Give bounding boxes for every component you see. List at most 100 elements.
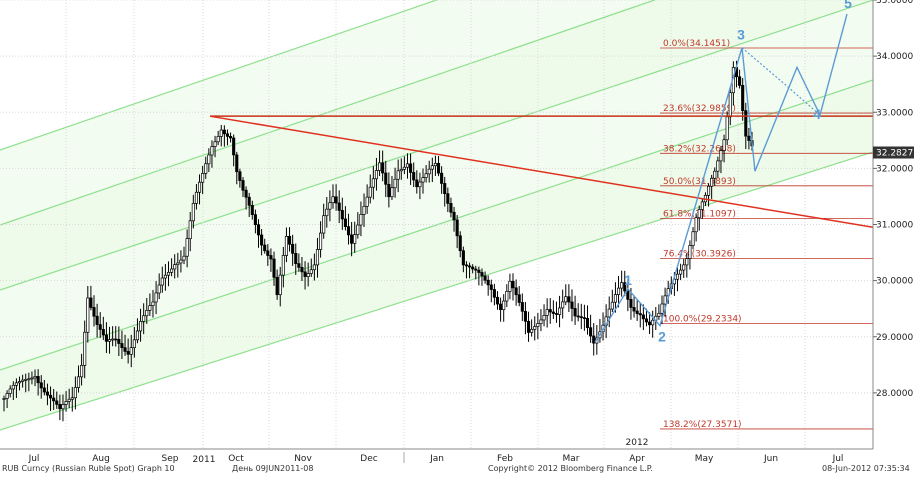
candle-body bbox=[300, 267, 304, 273]
last-price-label: 32.2827 bbox=[876, 149, 913, 159]
candle-body bbox=[477, 269, 481, 273]
candle-body bbox=[132, 339, 136, 349]
candle-body bbox=[95, 315, 99, 325]
fib-label: 138.2%(27.3571) bbox=[663, 420, 742, 430]
candle-body bbox=[716, 160, 720, 172]
candle-body bbox=[685, 258, 689, 266]
candle-body bbox=[331, 196, 335, 204]
candle-body bbox=[213, 141, 217, 147]
candle-body bbox=[719, 150, 723, 162]
candle-body bbox=[36, 376, 40, 384]
candle-body bbox=[436, 163, 441, 174]
candle-body bbox=[638, 313, 642, 316]
candle-body bbox=[402, 166, 406, 170]
candle-body bbox=[49, 394, 53, 399]
candle-body bbox=[418, 181, 422, 188]
candle-body bbox=[350, 234, 354, 244]
candlesticks bbox=[2, 60, 754, 422]
candle-body bbox=[464, 264, 469, 267]
candle-body bbox=[315, 249, 320, 266]
candle-body bbox=[263, 244, 267, 252]
footer-timestamp: 08-Jun-2012 07:35:34 bbox=[822, 464, 910, 473]
candle-body bbox=[688, 245, 692, 259]
candle-body bbox=[632, 307, 636, 312]
candle-body bbox=[539, 319, 543, 324]
channel-below bbox=[0, 152, 873, 449]
candle-body bbox=[536, 323, 540, 327]
candle-body bbox=[725, 116, 729, 141]
candle-body bbox=[567, 296, 571, 303]
y-tick-label: 32.0000 bbox=[876, 164, 913, 174]
candle-body bbox=[421, 177, 425, 183]
candle-body bbox=[17, 381, 22, 384]
x-month-label: Apr bbox=[629, 454, 645, 464]
candle-body bbox=[241, 180, 245, 191]
candle-body bbox=[576, 315, 580, 318]
candle-body bbox=[495, 296, 500, 305]
wave-label: 4 bbox=[813, 106, 821, 122]
candle-body bbox=[179, 259, 183, 264]
x-month-label: May bbox=[695, 454, 714, 464]
candle-body bbox=[635, 310, 639, 314]
candle-body bbox=[114, 338, 118, 341]
candle-body bbox=[86, 297, 90, 333]
y-tick-label: 30.0000 bbox=[876, 277, 913, 287]
candle-body bbox=[235, 154, 239, 173]
candle-body bbox=[489, 284, 493, 290]
candle-body bbox=[589, 327, 593, 337]
candle-body bbox=[728, 92, 732, 118]
candle-body bbox=[592, 335, 596, 344]
candle-body bbox=[610, 301, 614, 310]
candle-body bbox=[182, 255, 186, 261]
candle-body bbox=[613, 294, 617, 303]
candle-body bbox=[148, 305, 152, 311]
candle-body bbox=[393, 178, 397, 189]
candle-body bbox=[620, 282, 624, 289]
descending-trend-line bbox=[209, 115, 873, 229]
candle-body bbox=[260, 234, 264, 246]
candle-body bbox=[238, 171, 242, 181]
candle-body bbox=[558, 307, 562, 315]
candle-body bbox=[446, 193, 450, 204]
wave-label: 2 bbox=[658, 329, 666, 345]
candle-body bbox=[412, 172, 416, 181]
candle-body bbox=[554, 313, 559, 315]
candle-body bbox=[8, 388, 12, 394]
fib-label: 38.2%(32.2688) bbox=[663, 144, 736, 154]
candle-body bbox=[660, 303, 664, 314]
candle-body bbox=[520, 302, 524, 312]
candle-body bbox=[197, 181, 202, 193]
candle-body bbox=[378, 162, 382, 171]
candle-body bbox=[474, 268, 478, 271]
candle-body bbox=[117, 338, 121, 344]
candle-body bbox=[70, 397, 74, 400]
x-month-label: Jul bbox=[832, 454, 844, 464]
candle-body bbox=[266, 250, 270, 256]
candle-body bbox=[675, 273, 680, 280]
candle-body bbox=[623, 282, 627, 292]
candle-body bbox=[30, 377, 34, 380]
candle-body bbox=[284, 236, 288, 256]
candle-body bbox=[194, 191, 198, 204]
candle-body bbox=[157, 284, 161, 294]
candle-body bbox=[145, 309, 149, 317]
x-month-label: Jun bbox=[763, 454, 778, 464]
candle-body bbox=[492, 289, 496, 298]
candle-body bbox=[663, 295, 667, 305]
channel-line bbox=[0, 0, 657, 226]
candle-body bbox=[142, 315, 146, 322]
x-year-label: 2012 bbox=[626, 438, 649, 448]
candle-body bbox=[306, 273, 310, 277]
wave-label: 5 bbox=[844, 0, 852, 11]
candle-body bbox=[343, 218, 347, 227]
candle-body bbox=[648, 321, 652, 326]
candle-body bbox=[710, 177, 714, 187]
candle-body bbox=[523, 310, 527, 322]
candle-body bbox=[225, 133, 230, 137]
trend-lines bbox=[209, 115, 873, 229]
candle-body bbox=[64, 401, 68, 405]
candle-body bbox=[545, 309, 549, 316]
candle-body bbox=[61, 404, 65, 410]
candle-body bbox=[399, 169, 403, 172]
candle-body bbox=[387, 183, 391, 198]
